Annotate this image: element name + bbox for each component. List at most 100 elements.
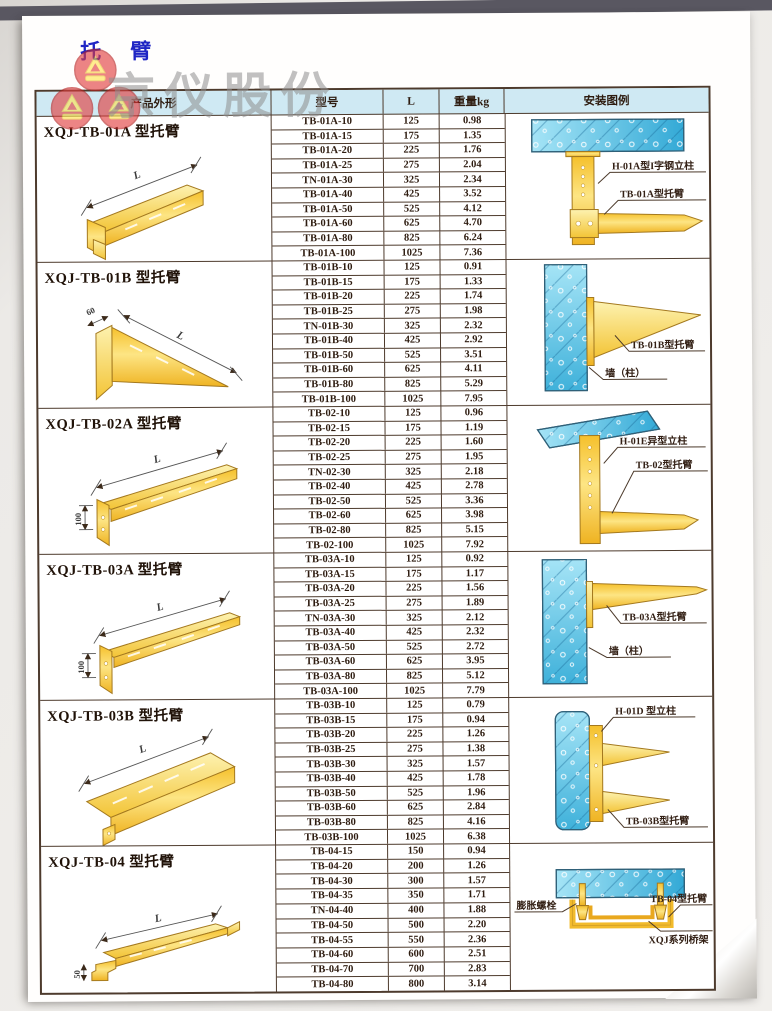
- weight-cell: 1.71: [467, 889, 487, 901]
- table-row: TB-02-100 1025 7.92: [274, 537, 507, 553]
- length-cell: 175: [387, 713, 444, 727]
- table-row: TB-01A-10 125 0.98: [271, 114, 505, 131]
- weight-cell: 2.32: [466, 626, 485, 638]
- model-cell: TB-02-25: [273, 450, 386, 465]
- model-cell: TB-03A-60: [274, 654, 387, 670]
- model-cell: TB-03B-40: [275, 771, 388, 787]
- model-cell: TB-01A-40: [272, 187, 385, 203]
- section-title: XQJ-TB-03A 型托臂: [46, 562, 183, 579]
- model-cell: TB-01A-25: [271, 158, 384, 173]
- table-row: TB-03B-30 325 1.57: [275, 756, 509, 773]
- model-cell: TB-04-30: [276, 874, 389, 889]
- product-table: 产品外形 型号 L 重量kg 安装图例 XQJ-TB-01A 型托臂 L: [34, 85, 716, 995]
- svg-text:L: L: [154, 601, 165, 615]
- weight-cell: 1.76: [463, 144, 482, 156]
- length-cell: 425: [384, 333, 442, 348]
- table-row: TB-01B-80 825 5.29: [273, 376, 507, 393]
- table-row: TB-01B-25 275 1.98: [272, 303, 506, 320]
- length-cell: 425: [385, 479, 442, 494]
- model-cell: TN-02-30: [273, 465, 386, 480]
- svg-text:L: L: [131, 168, 143, 182]
- table-row: TB-02-40 425 2.78: [273, 479, 507, 496]
- model-cell: TB-04-15: [276, 844, 389, 860]
- header-model: 型号: [271, 89, 384, 115]
- model-cell: TB-02-10: [273, 406, 386, 422]
- model-cell: TB-03B-50: [275, 786, 388, 801]
- weight-cell: 2.34: [463, 173, 482, 185]
- model-cell: TB-03A-50: [274, 640, 387, 655]
- model-cell: TB-01B-80: [273, 377, 386, 392]
- length-cell: 625: [385, 362, 442, 377]
- length-cell: 325: [383, 172, 441, 187]
- length-cell: 625: [387, 800, 444, 815]
- weight-cell: 2.18: [465, 465, 484, 477]
- length-cell: 425: [386, 625, 443, 640]
- weight-cell: 1.78: [466, 772, 486, 784]
- table-row: TB-03A-20 225 1.56: [274, 581, 508, 598]
- length-cell: 825: [387, 815, 444, 830]
- model-cell: TB-01A-80: [272, 231, 385, 246]
- length-cell: 125: [386, 552, 443, 567]
- length-cell: 175: [386, 567, 443, 581]
- table-row: TB-03A-10 125 0.92: [274, 552, 508, 569]
- weight-cell: 3.98: [465, 509, 484, 521]
- callout-label: 墙（柱）: [609, 644, 649, 657]
- model-cell: TB-03B-10: [275, 698, 388, 714]
- weight-cell: 0.94: [467, 845, 486, 857]
- weight-cell: 2.83: [468, 963, 487, 975]
- callout-label: TB-03B型托臂: [626, 814, 689, 827]
- length-cell: 125: [383, 114, 440, 129]
- table-row: TB-02-80 825 5.15: [274, 522, 508, 539]
- weight-cell: 7.79: [466, 684, 485, 696]
- table-row: TB-01B-40 425 2.92: [272, 333, 507, 350]
- section-title: XQJ-TB-04 型托臂: [48, 854, 175, 871]
- model-cell: TN-01B-30: [272, 319, 385, 334]
- length-cell: 1025: [387, 683, 444, 698]
- length-cell: 400: [388, 903, 445, 918]
- weight-cell: 2.84: [467, 801, 486, 813]
- weight-cell: 1.35: [463, 130, 482, 142]
- model-cell: TB-03B-80: [275, 815, 388, 830]
- length-cell: 525: [386, 640, 443, 654]
- table-row: TB-02-60 625 3.98: [274, 508, 508, 525]
- table-row: TB-04-30 300 1.57: [276, 873, 510, 890]
- length-cell: 150: [388, 844, 445, 859]
- length-cell: 800: [388, 976, 445, 991]
- model-cell: TB-01B-15: [272, 275, 385, 290]
- length-cell: 425: [387, 771, 444, 786]
- callout-label: 墙（柱）: [605, 366, 645, 379]
- length-cell: 275: [387, 742, 444, 757]
- weight-cell: 3.36: [465, 495, 484, 507]
- svg-text:L: L: [153, 912, 163, 925]
- table-row: TB-03A-60 625 3.95: [274, 654, 508, 671]
- length-cell: 825: [386, 523, 443, 538]
- section-tb-03b: XQJ-TB-03B 型托臂 L TB-03B-10 125: [40, 696, 714, 847]
- table-row: TB-01A-60 625 4.70: [272, 216, 506, 233]
- length-cell: 275: [385, 450, 442, 465]
- weight-cell: 0.79: [466, 699, 485, 711]
- model-cell: TB-01A-100: [272, 246, 385, 261]
- weight-cell: 1.57: [467, 874, 487, 887]
- weight-cell: 1.74: [463, 290, 483, 302]
- callout-label: H-01D 型立柱: [615, 704, 676, 717]
- table-row: TB-01B-20 225 1.74: [272, 289, 506, 306]
- weight-cell: 5.15: [465, 524, 484, 536]
- length-cell: 625: [384, 216, 441, 231]
- table-row: TB-01B-50 525 3.51: [273, 347, 507, 364]
- weight-cell: 0.98: [462, 115, 482, 127]
- svg-text:L: L: [174, 329, 187, 343]
- table-row: TB-03A-25 275 1.89: [274, 595, 508, 612]
- length-cell: 825: [384, 231, 441, 246]
- model-cell: TN-04-40: [276, 903, 389, 918]
- model-cell: TB-01A-15: [271, 129, 384, 144]
- callout-label: TB-03A型托臂: [623, 610, 687, 623]
- product-drawing-tb-01a: L: [80, 156, 205, 261]
- model-cell: TB-01A-50: [272, 202, 385, 217]
- weight-cell: 2.92: [464, 334, 483, 346]
- table-row: TB-01A-100 1025 7.36: [272, 245, 505, 261]
- install-illustration-tb-01b: TB-01B型托臂 墙（柱）: [543, 263, 706, 392]
- table-row: TB-02-25 275 1.95: [273, 449, 507, 466]
- table-row: TB-01B-100 1025 7.95: [273, 391, 506, 407]
- model-cell: TB-04-60: [276, 947, 389, 963]
- callout-label: 膨胀螺栓: [516, 899, 556, 912]
